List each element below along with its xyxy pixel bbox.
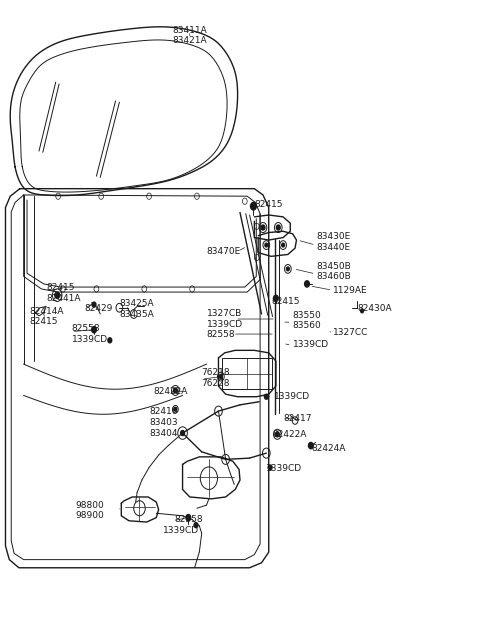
Circle shape xyxy=(219,375,222,379)
Circle shape xyxy=(174,408,177,411)
Text: 83430E
83440E: 83430E 83440E xyxy=(317,232,351,252)
Text: 83411A
83421A: 83411A 83421A xyxy=(172,26,207,45)
Text: 82415: 82415 xyxy=(271,297,300,306)
Text: 1339CD: 1339CD xyxy=(163,526,200,535)
Text: 98800
98900: 98800 98900 xyxy=(75,501,104,521)
Text: 82417: 82417 xyxy=(283,413,312,423)
Circle shape xyxy=(265,243,268,247)
Text: 83403
83404: 83403 83404 xyxy=(149,418,178,438)
Circle shape xyxy=(92,327,96,333)
Circle shape xyxy=(276,225,280,230)
Text: 1339CD: 1339CD xyxy=(266,463,302,473)
Circle shape xyxy=(305,281,310,287)
Text: 82416: 82416 xyxy=(149,407,178,416)
Circle shape xyxy=(268,465,272,470)
Circle shape xyxy=(194,522,198,528)
Circle shape xyxy=(92,302,96,307)
Text: 1339CD: 1339CD xyxy=(293,340,329,349)
Text: 82422A: 82422A xyxy=(272,430,306,439)
Text: 83550
83560: 83550 83560 xyxy=(293,311,322,330)
Circle shape xyxy=(309,443,313,449)
Text: 1129AE: 1129AE xyxy=(333,286,368,295)
Circle shape xyxy=(282,243,285,247)
Text: 82558: 82558 xyxy=(206,330,235,338)
Text: 1327CB
1339CD: 1327CB 1339CD xyxy=(206,310,242,328)
Text: 82430A: 82430A xyxy=(357,305,392,313)
Circle shape xyxy=(55,292,60,298)
Text: 83425A
83435A: 83425A 83435A xyxy=(120,300,154,318)
Circle shape xyxy=(360,309,363,313)
Text: 1327CC: 1327CC xyxy=(333,328,369,337)
Text: 76218
76228: 76218 76228 xyxy=(202,368,230,387)
Circle shape xyxy=(287,267,289,271)
Circle shape xyxy=(108,338,112,343)
Text: 82424A: 82424A xyxy=(312,443,346,453)
Circle shape xyxy=(186,514,191,521)
Text: 83470E: 83470E xyxy=(206,247,241,256)
Circle shape xyxy=(173,388,177,393)
Text: 82415: 82415 xyxy=(254,200,283,209)
Circle shape xyxy=(180,431,184,436)
Text: 82441A: 82441A xyxy=(46,295,81,303)
Circle shape xyxy=(264,394,268,399)
Circle shape xyxy=(276,432,279,437)
Text: 82429: 82429 xyxy=(84,305,113,313)
Text: 83450B
83460B: 83450B 83460B xyxy=(317,262,351,281)
Text: 82414A
82415: 82414A 82415 xyxy=(29,307,64,326)
Text: 82558: 82558 xyxy=(174,515,203,524)
Circle shape xyxy=(261,225,265,230)
Bar xyxy=(222,358,272,389)
Circle shape xyxy=(251,202,256,210)
Text: 82415: 82415 xyxy=(46,283,75,292)
Text: 82558
1339CD: 82558 1339CD xyxy=(72,324,108,344)
Text: 1339CD: 1339CD xyxy=(274,392,310,401)
Text: 82422A: 82422A xyxy=(154,387,188,396)
Circle shape xyxy=(274,295,278,301)
